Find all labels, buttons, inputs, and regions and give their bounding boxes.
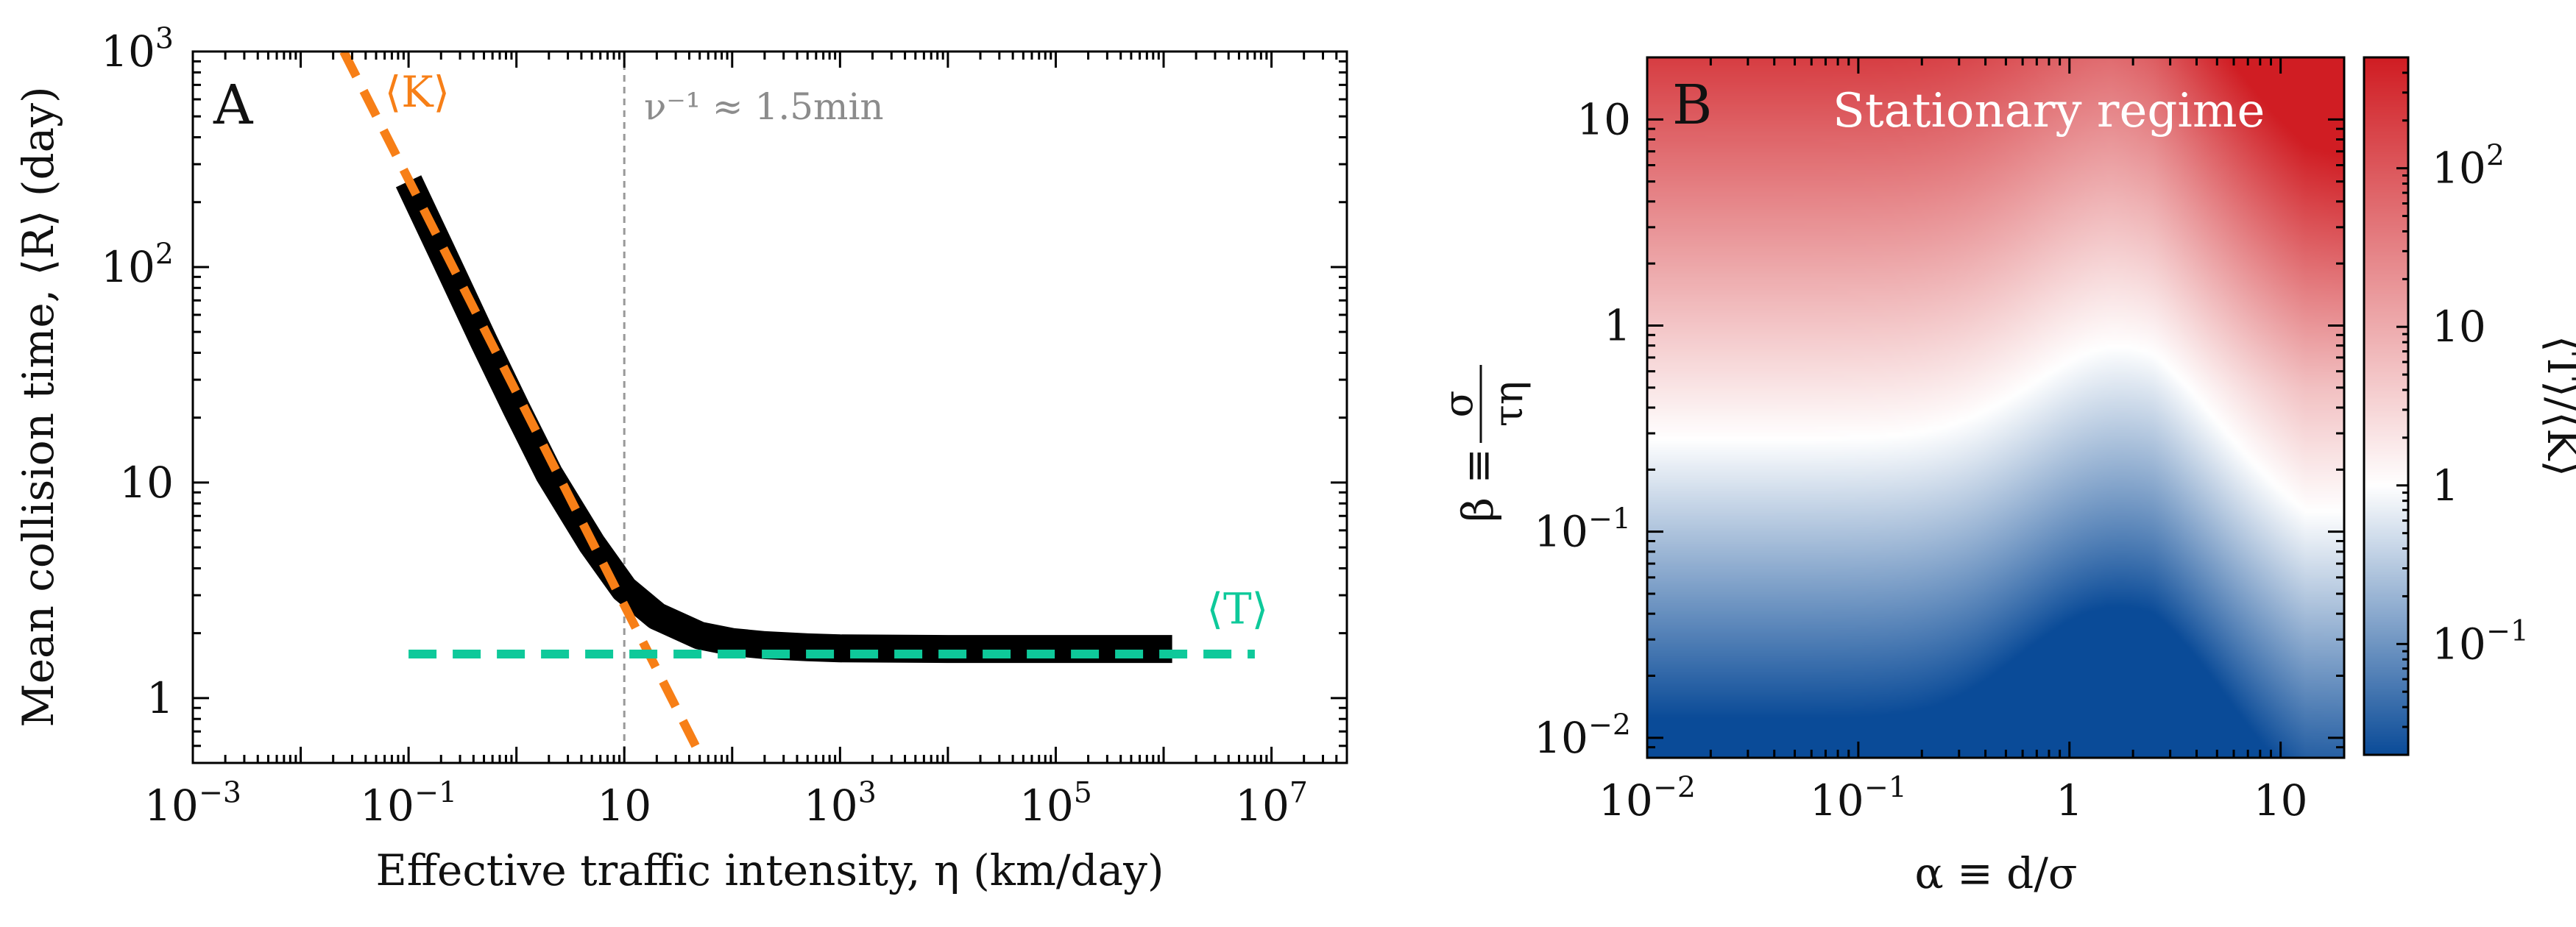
x-tick-label-b: 10 xyxy=(2254,775,2308,825)
x-tick-label-b: 1 xyxy=(2056,775,2083,825)
panel-a: 10−3 10−1 10 103 105 107 1 10 102 103 A ν⁻¹ ≈ 1.5… xyxy=(13,22,1348,895)
series-label-k: ⟨K⟩ xyxy=(385,67,450,117)
y-tick-label-b: 10 xyxy=(1577,94,1631,144)
x-tick-label-b: 10−2 xyxy=(1599,771,1696,825)
x-tick-label-a: 10−1 xyxy=(360,776,457,831)
y-tick-label-a: 10 xyxy=(119,458,174,508)
colorbar-gradient xyxy=(2364,57,2408,755)
y-axis-title-b-den: τη xyxy=(1485,381,1532,427)
colorbar-tick-label: 1 xyxy=(2432,461,2459,511)
heatmap-image xyxy=(1647,57,2344,758)
colorbar-tick-label: 10−1 xyxy=(2432,614,2529,669)
axis-ticks-b: 10−2 10−1 1 10 10−2 10−1 1 10 xyxy=(1534,56,2346,825)
colorbar-title: ⟨T⟩/⟨K⟩ xyxy=(2538,335,2576,477)
x-tick-label-a: 10 xyxy=(597,781,651,831)
axis-ticks-a: 10−3 10−1 10 103 105 107 1 10 102 103 xyxy=(101,22,1348,831)
y-axis-title-b-left: β ≡ xyxy=(1453,448,1503,522)
y-tick-label-a: 1 xyxy=(146,673,174,723)
series-label-t: ⟨T⟩ xyxy=(1206,583,1268,633)
x-tick-label-b: 10−1 xyxy=(1810,771,1907,825)
panel-label-a: A xyxy=(213,74,254,137)
regime-annotation: Stationary regime xyxy=(1833,84,2265,138)
colorbar-ticks: 10−1 1 10 102 xyxy=(2396,56,2529,756)
data-curve-r xyxy=(395,175,1172,664)
x-axis-title-b: α ≡ d/σ xyxy=(1915,848,2078,898)
y-axis-title-a: Mean collision time, ⟨R⟩ (day) xyxy=(13,86,63,727)
panel-label-b: B xyxy=(1672,74,1712,137)
x-tick-label-a: 105 xyxy=(1019,776,1092,831)
colorbar-tick-label: 10 xyxy=(2432,302,2486,352)
reference-line-label: ν⁻¹ ≈ 1.5min xyxy=(644,85,884,128)
panel-b: 10−2 10−1 1 10 10−2 10−1 1 10 B Stationary regi… xyxy=(1435,56,2576,898)
x-tick-label-a: 107 xyxy=(1235,776,1308,831)
y-tick-label-b: 10−2 xyxy=(1534,708,1631,762)
y-tick-label-a: 102 xyxy=(101,238,174,292)
y-tick-label-a: 103 xyxy=(101,22,174,77)
x-axis-title-a: Effective traffic intensity, η (km/day) xyxy=(375,845,1164,895)
colorbar-frame xyxy=(2363,56,2410,756)
y-axis-title-b-num: σ xyxy=(1435,391,1482,418)
x-tick-label-a: 103 xyxy=(804,776,877,831)
x-tick-label-a: 10−3 xyxy=(144,776,241,831)
y-tick-label-b: 10−1 xyxy=(1534,502,1631,556)
y-axis-title-b: β ≡ σ τη xyxy=(1435,365,1532,522)
colorbar-tick-label: 102 xyxy=(2432,138,2505,193)
y-tick-label-b: 1 xyxy=(1604,301,1631,351)
series-group xyxy=(339,52,1255,756)
axes-frame-a xyxy=(191,50,1348,764)
